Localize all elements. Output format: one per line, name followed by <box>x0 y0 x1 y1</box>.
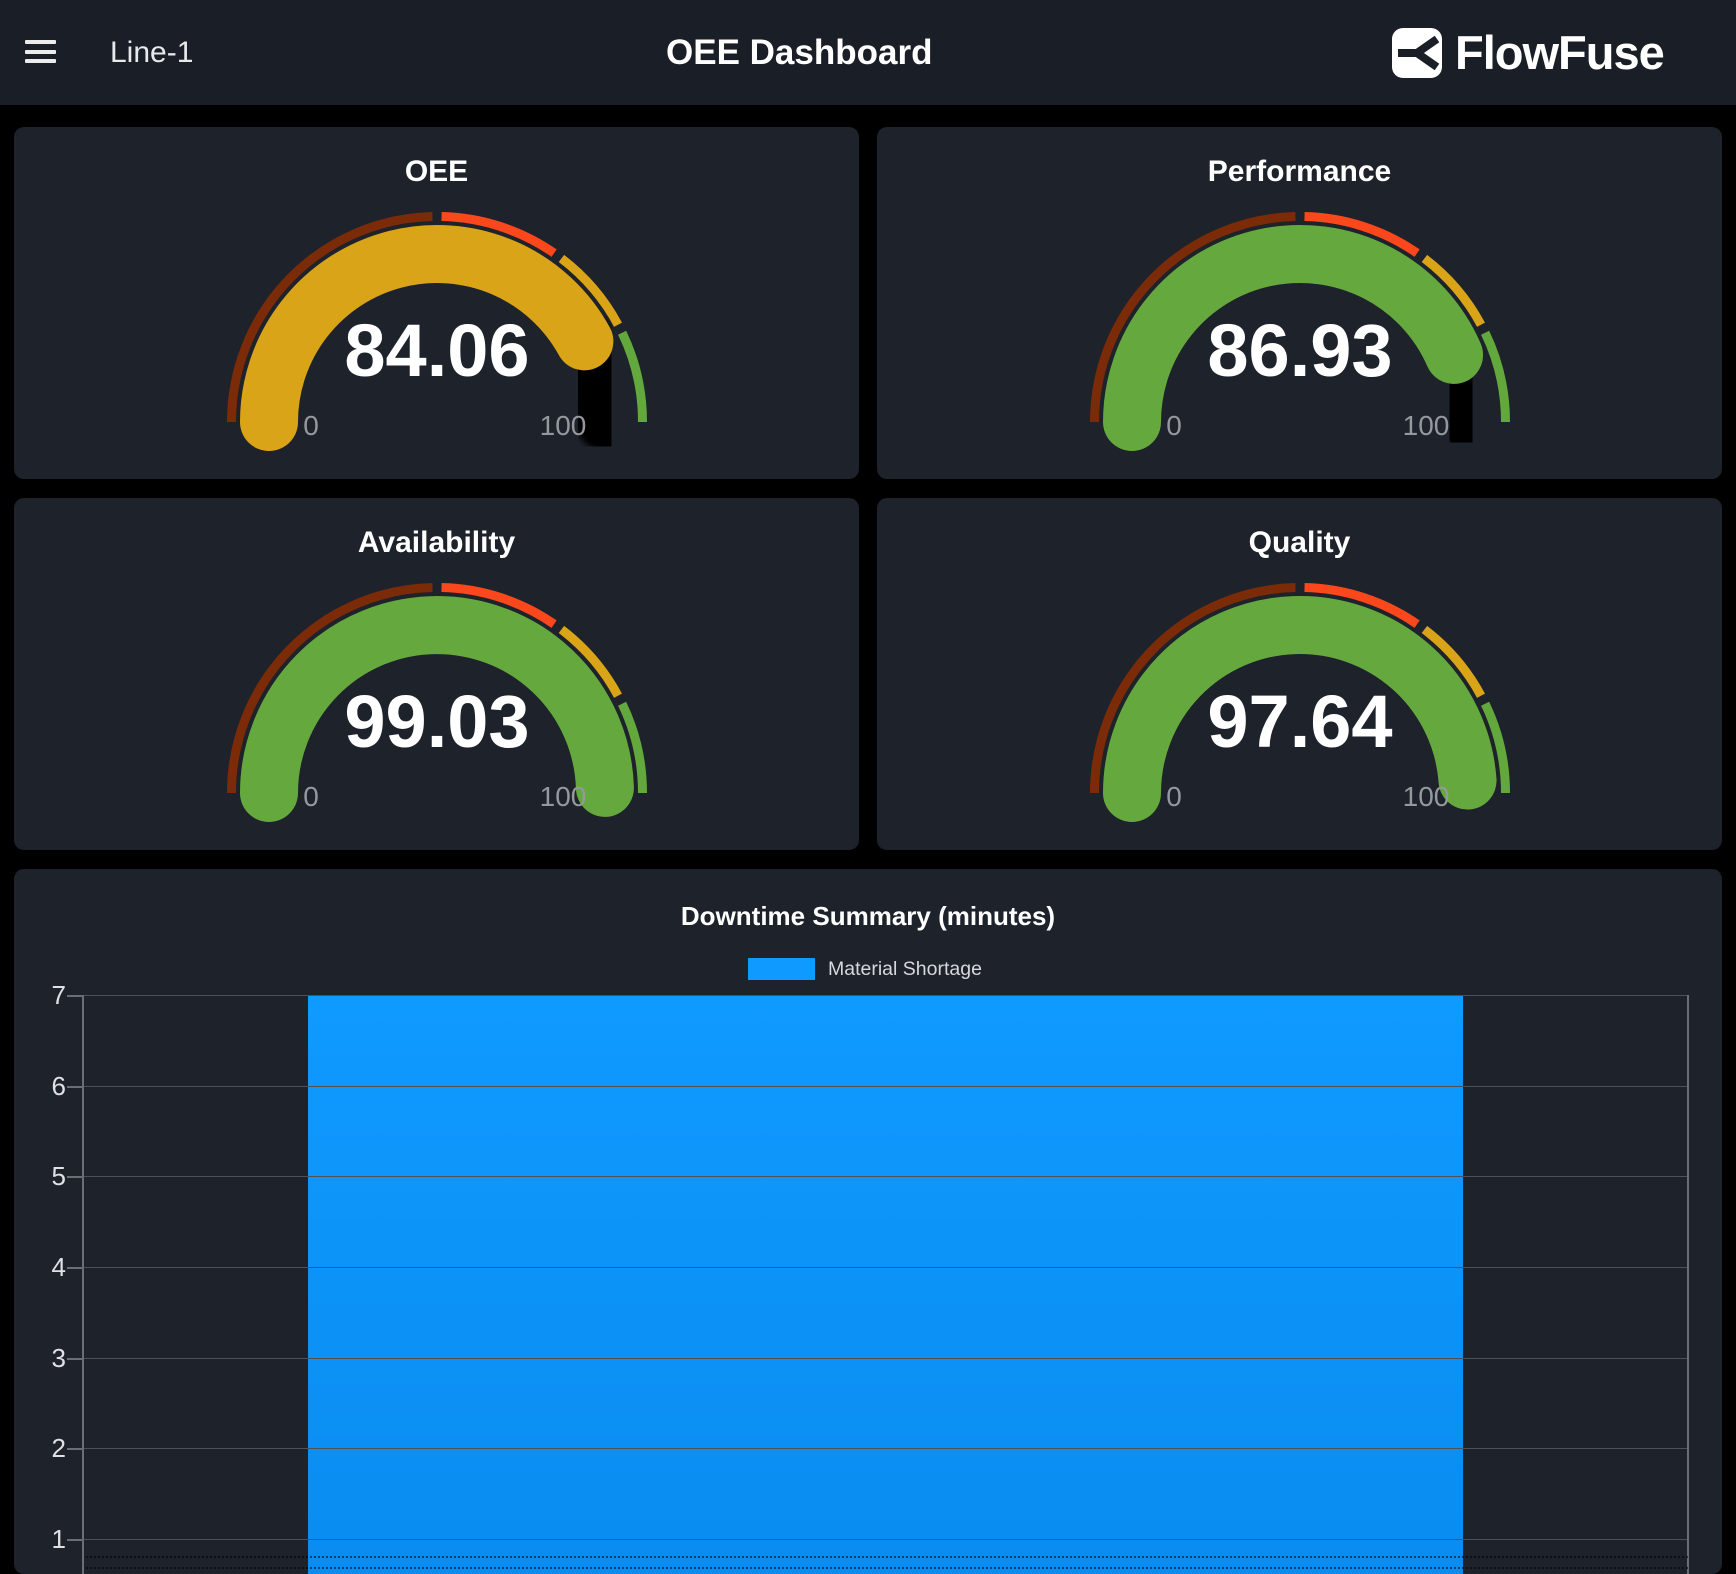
gauge-min-label: 0 <box>303 410 319 441</box>
quality-gauge: 97.64 0 100 <box>1089 583 1510 822</box>
gauge-value: 84.06 <box>344 309 529 392</box>
gridline <box>82 1539 1688 1541</box>
gauge-ring-segment <box>1089 583 1296 794</box>
gauge-ring-segment <box>1421 254 1485 327</box>
gauge-min-label: 0 <box>1166 781 1182 812</box>
gauge-ring-segment <box>440 583 557 628</box>
gauge-value-arc <box>1102 225 1483 451</box>
gauge-value-arc <box>1102 596 1497 822</box>
plot-right-border <box>1687 995 1689 1574</box>
legend-item-material-shortage[interactable]: Material Shortage <box>748 958 982 980</box>
gauge-ring-segment <box>617 330 647 423</box>
gauge-card-oee: OEE 84.06 0 100 <box>14 127 859 479</box>
gridline <box>82 1357 1688 1359</box>
gauge-value: 97.64 <box>1207 680 1392 763</box>
gauge-title: Performance <box>1207 155 1392 188</box>
gauge-ring-segment <box>226 212 433 423</box>
gauge-value: 99.03 <box>344 680 529 763</box>
gauge-title: Quality <box>1248 526 1351 559</box>
performance-gauge: 86.93 0 100 <box>1089 212 1510 451</box>
y-tick-mark <box>67 995 82 997</box>
y-tick-label: 4 <box>51 1252 66 1282</box>
gauge-ring-segment <box>226 583 433 794</box>
page-title: OEE Dashboard <box>666 33 933 72</box>
availability-gauge: 99.03 0 100 <box>226 583 647 822</box>
y-tick-mark <box>67 1539 82 1542</box>
hamburger-menu-icon[interactable] <box>25 40 56 63</box>
gridline <box>82 1085 1688 1087</box>
gauge-ring-segment <box>1480 330 1510 423</box>
gauge-ring-segment <box>1089 212 1296 423</box>
brand-name: FlowFuse <box>1455 26 1665 79</box>
bar-chart-plot: 7 6 5 4 3 2 1 <box>14 869 1722 1574</box>
gauge-ring-segment <box>1480 701 1510 794</box>
gridline <box>82 995 1688 996</box>
y-tick-mark <box>67 1448 82 1451</box>
legend-label: Material Shortage <box>828 958 982 980</box>
y-tick-label: 1 <box>51 1524 66 1555</box>
gauge-ring-segment <box>440 212 557 257</box>
gauge-value: 86.93 <box>1207 309 1392 392</box>
dotted-line <box>86 1567 1688 1569</box>
gridline <box>82 1267 1688 1268</box>
y-tick-label: 7 <box>51 980 66 1010</box>
y-tick-mark <box>67 1267 82 1269</box>
gauge-title: OEE <box>404 155 469 188</box>
gauge-value-arc <box>239 596 634 822</box>
gauge-min-label: 0 <box>1166 410 1182 441</box>
y-tick-mark <box>67 1085 82 1088</box>
gauge-ring-segment <box>1303 583 1420 628</box>
gauge-card-availability: Availability 99.03 0 100 <box>14 498 859 850</box>
gauge-max-label: 100 <box>1402 410 1449 441</box>
gauge-ring-segment <box>558 254 622 327</box>
gauge-max-label: 100 <box>539 781 586 812</box>
gauge-ring-segment <box>1303 212 1420 257</box>
bar-material-shortage <box>308 995 1463 1574</box>
downtime-chart-card: Downtime Summary (minutes) Material Shor… <box>14 869 1722 1574</box>
gauge-ring-segment <box>1421 625 1485 698</box>
gauge-value-arc <box>239 225 613 451</box>
top-app-bar: Line-1 OEE Dashboard FlowFuse <box>0 0 1736 105</box>
y-tick-label: 2 <box>51 1433 66 1464</box>
dotted-line <box>86 1556 1688 1558</box>
oee-gauge: 84.06 0 100 <box>226 212 647 451</box>
gauge-ring-segment <box>558 625 622 698</box>
gauge-ring-segment <box>617 701 647 794</box>
y-tick-mark <box>67 1357 82 1360</box>
y-tick-label: 6 <box>51 1070 66 1101</box>
gauge-card-quality: Quality 97.64 0 100 <box>877 498 1722 850</box>
y-axis-line <box>82 995 84 1574</box>
flowfuse-icon <box>1392 28 1442 78</box>
legend-swatch <box>748 958 815 980</box>
y-tick-mark <box>67 1176 82 1179</box>
gauge-min-label: 0 <box>303 781 319 812</box>
gauge-max-label: 100 <box>1402 781 1449 812</box>
gridline <box>82 1448 1688 1450</box>
gauge-title: Availability <box>357 526 516 559</box>
gauge-card-performance: Performance 86.93 0 100 <box>877 127 1722 479</box>
gauge-max-label: 100 <box>539 410 586 441</box>
y-tick-label: 5 <box>51 1161 66 1192</box>
chart-title: Downtime Summary (minutes) <box>680 901 1056 931</box>
y-tick-label: 3 <box>51 1342 66 1373</box>
gridline <box>82 1176 1688 1178</box>
line-selector-label: Line-1 <box>110 36 194 69</box>
